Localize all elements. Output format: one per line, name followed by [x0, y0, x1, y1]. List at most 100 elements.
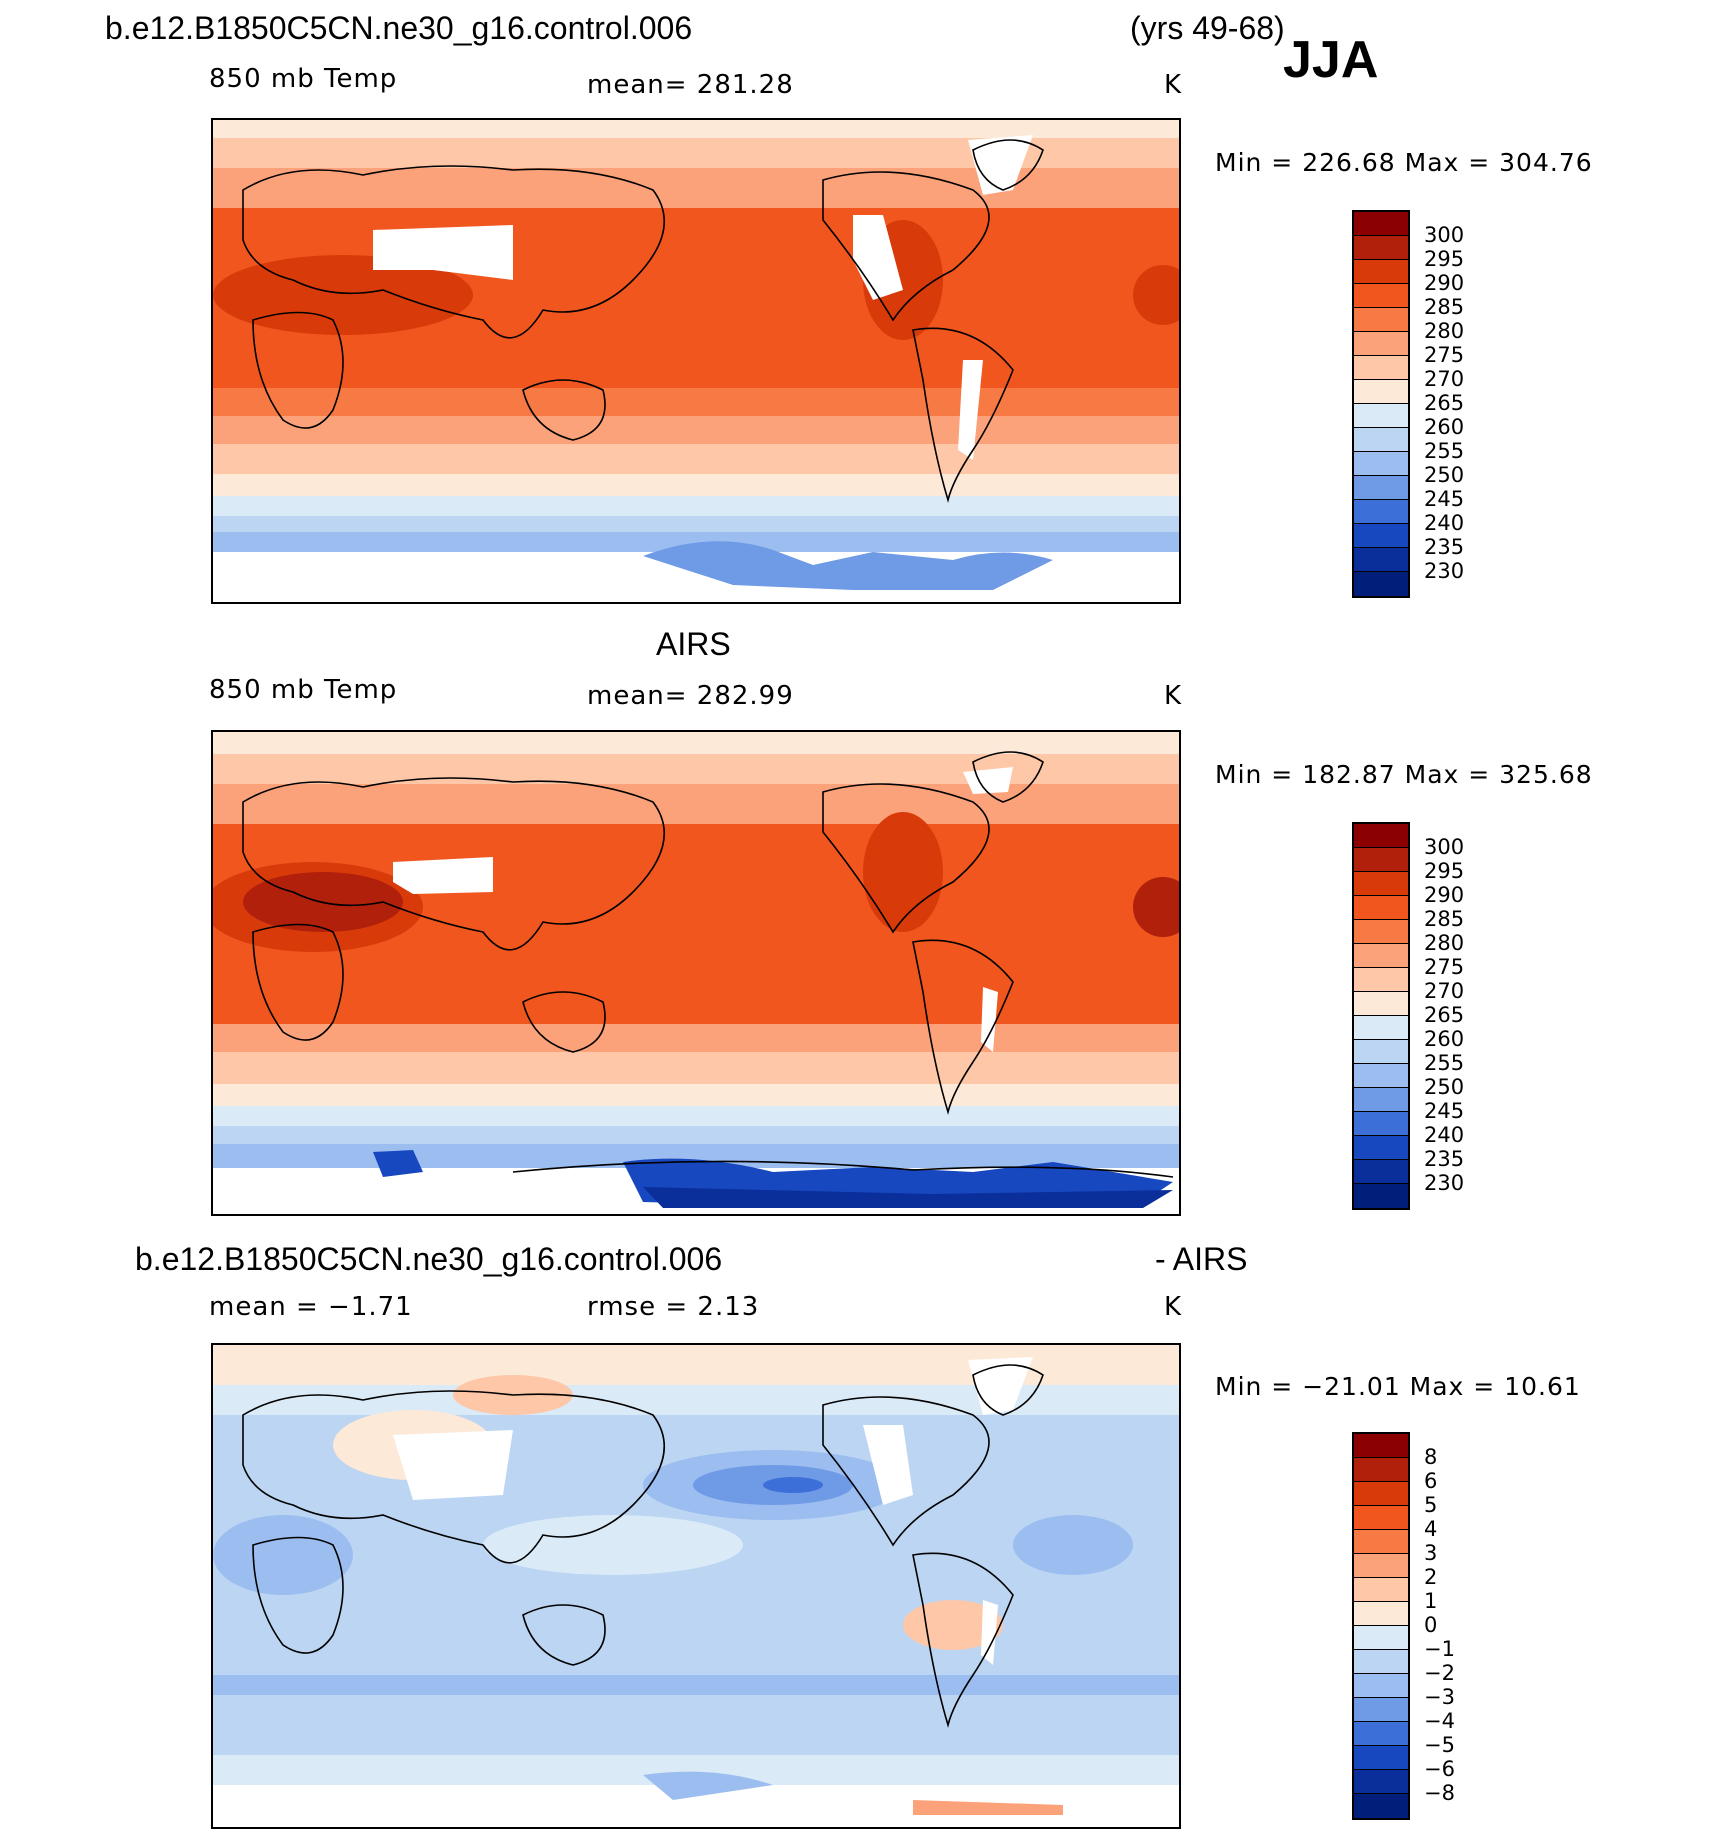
colorbar-tick-label: 250: [1424, 1075, 1465, 1099]
colorbar-tick-label: 295: [1424, 247, 1465, 271]
colorbar-tick-label: 230: [1424, 559, 1465, 583]
colorbar-tick-label: 250: [1424, 463, 1465, 487]
panel2-title: AIRS: [656, 626, 731, 662]
colorbar-box: [1354, 1794, 1408, 1818]
colorbar-tick-label: 3: [1424, 1541, 1438, 1565]
colorbar-box: [1354, 848, 1408, 872]
colorbar-box: [1354, 1530, 1408, 1554]
panel3-map: [211, 1343, 1181, 1829]
colorbar-tick-label: 290: [1424, 883, 1465, 907]
panel1-mean: mean= 281.28: [587, 70, 794, 100]
colorbar-tick-label: 295: [1424, 859, 1465, 883]
colorbar-tick-label: 4: [1424, 1517, 1438, 1541]
colorbar-tick-label: 300: [1424, 835, 1465, 859]
colorbar-tick-label: 275: [1424, 343, 1465, 367]
panel1-map: [211, 118, 1181, 604]
colorbar-tick-label: 230: [1424, 1171, 1465, 1195]
colorbar-box: [1354, 1482, 1408, 1506]
colorbar-tick-label: −8: [1424, 1781, 1455, 1805]
panel3-mean: mean = −1.71: [209, 1292, 413, 1322]
colorbar-tick-label: 245: [1424, 1099, 1465, 1123]
colorbar-tick-label: 280: [1424, 931, 1465, 955]
colorbar-box: [1354, 572, 1408, 596]
colorbar-tick-label: 285: [1424, 295, 1465, 319]
case-title: b.e12.B1850C5CN.ne30_g16.control.006: [105, 10, 693, 46]
colorbar-box: [1354, 332, 1408, 356]
colorbar-tick-label: 280: [1424, 319, 1465, 343]
colorbar-tick-label: 255: [1424, 1051, 1465, 1075]
colorbar-box: [1354, 212, 1408, 236]
colorbar-tick-label: 235: [1424, 1147, 1465, 1171]
season-label: JJA: [1283, 31, 1379, 89]
colorbar-tick-label: 6: [1424, 1469, 1438, 1493]
colorbar-tick-label: 290: [1424, 271, 1465, 295]
colorbar-box: [1354, 872, 1408, 896]
colorbar-box: [1354, 284, 1408, 308]
colorbar-box: [1354, 1746, 1408, 1770]
colorbar-tick-label: 275: [1424, 955, 1465, 979]
colorbar-box: [1354, 1184, 1408, 1208]
colorbar-box: [1354, 1088, 1408, 1112]
colorbar-box: [1354, 1040, 1408, 1064]
years-label: (yrs 49-68): [1130, 10, 1285, 46]
panel2-minmax: Min = 182.87 Max = 325.68: [1215, 760, 1593, 789]
panel1-units: K: [1164, 70, 1183, 100]
colorbar-box: [1354, 944, 1408, 968]
colorbar-box: [1354, 1554, 1408, 1578]
colorbar-box: [1354, 1160, 1408, 1184]
colorbar-tick-label: −4: [1424, 1709, 1455, 1733]
colorbar-tick-label: 245: [1424, 487, 1465, 511]
colorbar-box: [1354, 1016, 1408, 1040]
colorbar-box: [1354, 896, 1408, 920]
panel2-units: K: [1164, 681, 1183, 711]
colorbar-tick-label: 8: [1424, 1445, 1438, 1469]
colorbar-tick-label: 235: [1424, 535, 1465, 559]
colorbar-tick-label: 270: [1424, 979, 1465, 1003]
panel2-variable: 850 mb Temp: [209, 675, 398, 705]
panel3-colorbar: [1352, 1432, 1410, 1820]
colorbar-box: [1354, 404, 1408, 428]
panel2-map: [211, 730, 1181, 1216]
panel3-title: b.e12.B1850C5CN.ne30_g16.control.006: [135, 1241, 723, 1277]
colorbar-box: [1354, 380, 1408, 404]
colorbar-tick-label: 5: [1424, 1493, 1438, 1517]
panel1-variable: 850 mb Temp: [209, 64, 398, 94]
panel3-minmax: Min = −21.01 Max = 10.61: [1215, 1372, 1581, 1401]
panel3-units: K: [1164, 1292, 1183, 1322]
colorbar-tick-label: −5: [1424, 1733, 1455, 1757]
panel3-title-suffix: - AIRS: [1155, 1241, 1248, 1277]
colorbar-box: [1354, 1064, 1408, 1088]
colorbar-box: [1354, 968, 1408, 992]
colorbar-tick-label: 270: [1424, 367, 1465, 391]
colorbar-box: [1354, 824, 1408, 848]
colorbar-tick-label: 0: [1424, 1613, 1438, 1637]
colorbar-tick-label: 260: [1424, 415, 1465, 439]
colorbar-box: [1354, 308, 1408, 332]
colorbar-tick-label: 240: [1424, 1123, 1465, 1147]
colorbar-tick-label: 2: [1424, 1565, 1438, 1589]
colorbar-box: [1354, 1136, 1408, 1160]
colorbar-box: [1354, 260, 1408, 284]
colorbar-box: [1354, 992, 1408, 1016]
colorbar-box: [1354, 1650, 1408, 1674]
colorbar-box: [1354, 500, 1408, 524]
colorbar-tick-label: −1: [1424, 1637, 1455, 1661]
panel2-mean: mean= 282.99: [587, 681, 794, 711]
colorbar-tick-label: −3: [1424, 1685, 1455, 1709]
colorbar-tick-label: 300: [1424, 223, 1465, 247]
colorbar-box: [1354, 548, 1408, 572]
panel2-colorbar: [1352, 822, 1410, 1210]
colorbar-box: [1354, 1602, 1408, 1626]
colorbar-tick-label: −6: [1424, 1757, 1455, 1781]
panel3-rmse: rmse = 2.13: [587, 1292, 760, 1322]
colorbar-box: [1354, 1674, 1408, 1698]
colorbar-box: [1354, 1770, 1408, 1794]
colorbar-tick-label: 255: [1424, 439, 1465, 463]
panel1-colorbar: [1352, 210, 1410, 598]
colorbar-box: [1354, 428, 1408, 452]
colorbar-tick-label: 240: [1424, 511, 1465, 535]
colorbar-box: [1354, 1434, 1408, 1458]
colorbar-box: [1354, 1626, 1408, 1650]
panel1-minmax: Min = 226.68 Max = 304.76: [1215, 148, 1593, 177]
colorbar-box: [1354, 920, 1408, 944]
